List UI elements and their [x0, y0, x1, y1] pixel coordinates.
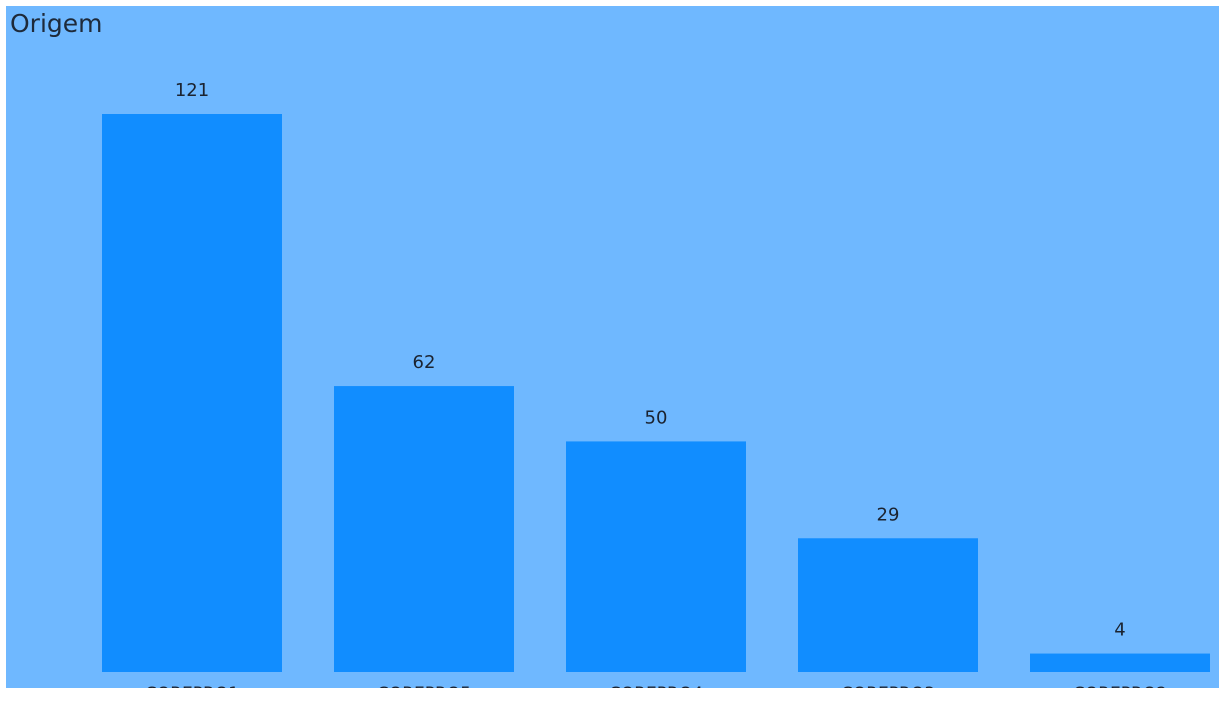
bars-group [102, 114, 1210, 672]
x-tick-label-corepro5: COREPRO5 [377, 684, 471, 688]
data-label-corepro1: 121 [175, 80, 209, 101]
data-label-corepro3: 29 [877, 504, 900, 525]
data-label-corepro5: 62 [413, 352, 436, 373]
chart-title: Origem [10, 9, 103, 38]
bar-corepro1[interactable] [102, 114, 282, 672]
data-label-corepro2: 4 [1114, 620, 1125, 641]
x-tick-label-corepro1: COREPRO1 [145, 684, 239, 688]
x-axis-tick-labels: COREPRO1 COREPRO5 COREPRO4 COREPRO3 COREPRO2 [145, 684, 1167, 688]
bar-corepro4[interactable] [566, 441, 746, 672]
bar-corepro5[interactable] [334, 386, 514, 672]
data-labels-group: 121 62 50 29 4 [175, 80, 1126, 641]
x-tick-label-corepro4: COREPRO4 [609, 684, 703, 688]
x-tick-label-corepro2: COREPRO2 [1073, 684, 1167, 688]
bar-corepro2[interactable] [1030, 653, 1210, 672]
data-label-corepro4: 50 [645, 407, 668, 428]
x-tick-label-corepro3: COREPRO3 [841, 684, 935, 688]
bar-corepro3[interactable] [798, 538, 978, 672]
